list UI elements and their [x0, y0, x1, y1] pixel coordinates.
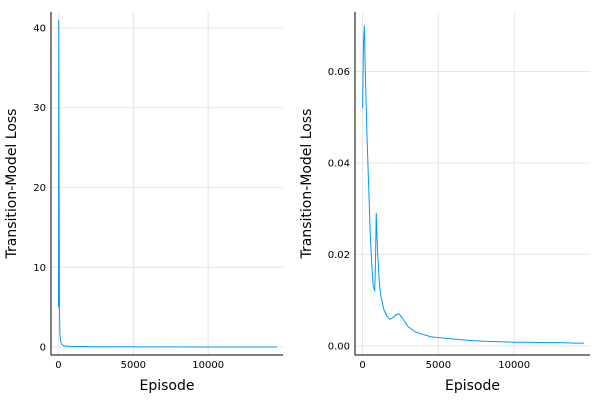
y-tick-label: 0.00 [328, 341, 350, 352]
panel-2: 0 5000 10000 0.00 0.02 0.04 0.06 Episode Transit… [299, 12, 590, 394]
y-tick-label: 10 [33, 263, 46, 274]
x-tick-label: 0 [55, 360, 61, 371]
y-tick-label: 0.06 [328, 67, 350, 78]
x-axis-label: Episode [140, 378, 195, 394]
y-tick-label: 0 [40, 343, 46, 354]
y-tick-label: 0.02 [328, 250, 350, 261]
y-tick-label: 0.04 [328, 158, 350, 169]
y-tick-label: 30 [33, 103, 46, 114]
y-tick-label: 20 [33, 183, 46, 194]
series-line [362, 25, 584, 344]
x-tick-label: 5000 [426, 360, 451, 371]
x-tick-label: 0 [359, 360, 365, 371]
y-axis-label: Transition-Model Loss [299, 109, 315, 260]
x-axis-label: Episode [445, 378, 500, 394]
y-axis-label: Transition-Model Loss [4, 109, 20, 260]
x-tick-label: 5000 [121, 360, 146, 371]
y-tick-label: 40 [33, 23, 46, 34]
series-line [57, 19, 278, 348]
x-tick-label: 10000 [192, 360, 224, 371]
x-tick-label: 10000 [498, 360, 530, 371]
panel-1: 0 5000 10000 0 10 20 30 40 Episode Transition-Mod… [4, 12, 283, 394]
